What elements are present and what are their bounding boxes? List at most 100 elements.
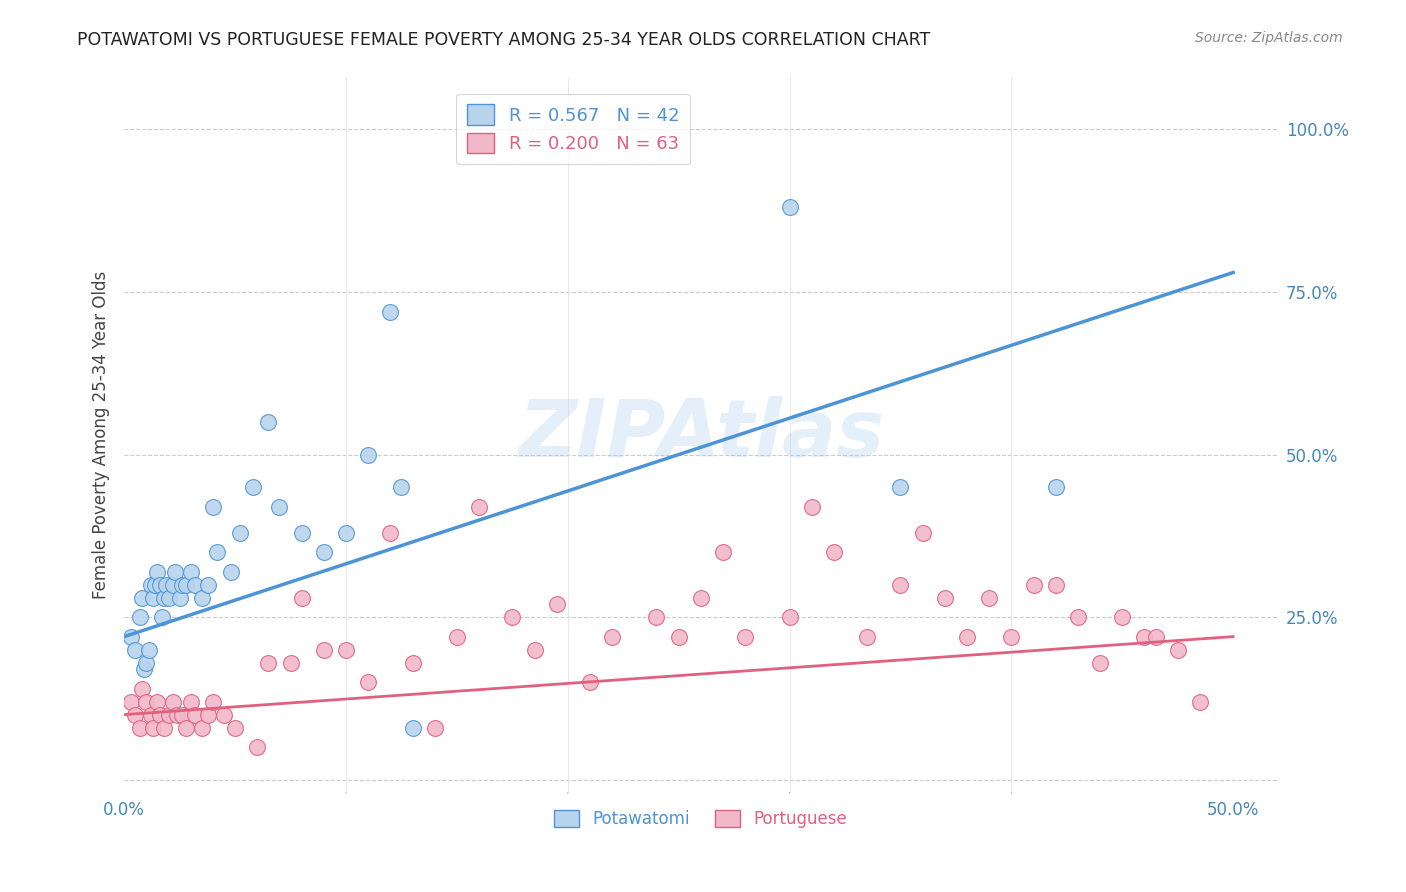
Point [131,591,153,605]
Point [201,500,224,514]
Point [155,577,177,591]
Point [124,642,146,657]
Point [257,656,280,670]
Point [979,591,1001,605]
Legend: Potawatomi, Portuguese: Potawatomi, Portuguese [548,803,853,834]
Point [689,591,711,605]
Point [135,656,157,670]
Point [224,721,246,735]
Point [600,630,623,644]
Point [166,707,188,722]
Point [645,610,668,624]
Point [1000,630,1022,644]
Point [501,610,523,624]
Point [779,201,801,215]
Point [380,304,402,318]
Point [335,642,357,657]
Point [134,662,156,676]
Point [176,577,198,591]
Point [911,525,934,540]
Point [1067,610,1090,624]
Point [1144,630,1167,644]
Point [169,591,191,605]
Point [312,642,335,657]
Point [269,500,291,514]
Text: ZIPAtlas: ZIPAtlas [517,396,884,474]
Point [280,656,302,670]
Point [162,695,184,709]
Point [401,656,423,670]
Point [380,525,402,540]
Point [668,630,690,644]
Point [335,525,357,540]
Y-axis label: Female Poverty Among 25-34 Year Olds: Female Poverty Among 25-34 Year Olds [93,271,110,599]
Point [138,642,160,657]
Point [170,577,193,591]
Point [201,695,224,709]
Point [1133,630,1156,644]
Point [197,577,219,591]
Point [446,630,468,644]
Point [180,565,202,579]
Point [180,695,202,709]
Point [711,545,734,559]
Point [291,525,314,540]
Point [1045,577,1067,591]
Point [1167,642,1189,657]
Point [291,591,314,605]
Point [162,577,184,591]
Point [184,577,207,591]
Point [734,630,756,644]
Point [523,642,546,657]
Point [139,707,162,722]
Point [153,591,176,605]
Point [246,740,269,755]
Point [165,565,187,579]
Point [191,721,214,735]
Point [146,695,169,709]
Point [1188,695,1211,709]
Point [135,695,157,709]
Point [357,675,380,690]
Point [1022,577,1045,591]
Point [800,500,823,514]
Point [242,480,264,494]
Point [1111,610,1133,624]
Point [128,610,150,624]
Point [139,577,162,591]
Point [212,707,235,722]
Point [391,480,413,494]
Point [823,545,845,559]
Point [856,630,879,644]
Point [146,565,169,579]
Point [149,577,172,591]
Point [150,610,173,624]
Point [170,707,193,722]
Point [934,591,956,605]
Point [1045,480,1067,494]
Point [153,721,176,735]
Point [128,721,150,735]
Point [468,500,491,514]
Point [120,630,142,644]
Point [1088,656,1111,670]
Point [423,721,446,735]
Point [143,577,166,591]
Text: Source: ZipAtlas.com: Source: ZipAtlas.com [1195,31,1343,45]
Point [120,695,142,709]
Point [191,591,214,605]
Point [157,707,180,722]
Point [401,721,423,735]
Point [779,610,801,624]
Point [149,707,172,722]
Point [228,525,250,540]
Point [357,448,380,462]
Point [257,415,280,429]
Point [176,721,198,735]
Text: POTAWATOMI VS PORTUGUESE FEMALE POVERTY AMONG 25-34 YEAR OLDS CORRELATION CHART: POTAWATOMI VS PORTUGUESE FEMALE POVERTY … [77,31,931,49]
Point [184,707,207,722]
Point [131,681,153,696]
Point [124,707,146,722]
Point [207,545,229,559]
Point [219,565,242,579]
